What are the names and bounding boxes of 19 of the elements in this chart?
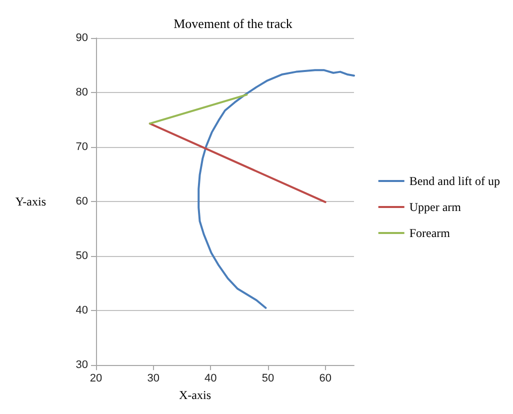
y-tick-label: 50: [76, 250, 88, 262]
y-tick-label: 40: [76, 304, 88, 317]
chart-title: Movement of the track: [174, 16, 293, 31]
legend-label: Bend and lift of up: [409, 174, 500, 188]
x-tick-label: 50: [262, 372, 274, 385]
legend-label: Upper arm: [409, 200, 462, 214]
x-tick-label: 30: [147, 372, 160, 385]
y-tick-label: 30: [76, 359, 88, 372]
x-tick-label: 40: [204, 372, 217, 385]
y-tick-label: 80: [76, 86, 88, 99]
line-series: [198, 69, 355, 309]
y-tick-label: 60: [76, 196, 88, 208]
y-axis-title: Y-axis: [15, 194, 46, 209]
x-axis-title: X-axis: [179, 388, 212, 402]
y-tick-label: 70: [76, 141, 88, 154]
legend-label: Forearm: [409, 226, 451, 240]
y-tick-label: 90: [76, 32, 88, 44]
x-tick-label: 20: [90, 372, 102, 385]
x-tick-label: 60: [319, 372, 332, 385]
